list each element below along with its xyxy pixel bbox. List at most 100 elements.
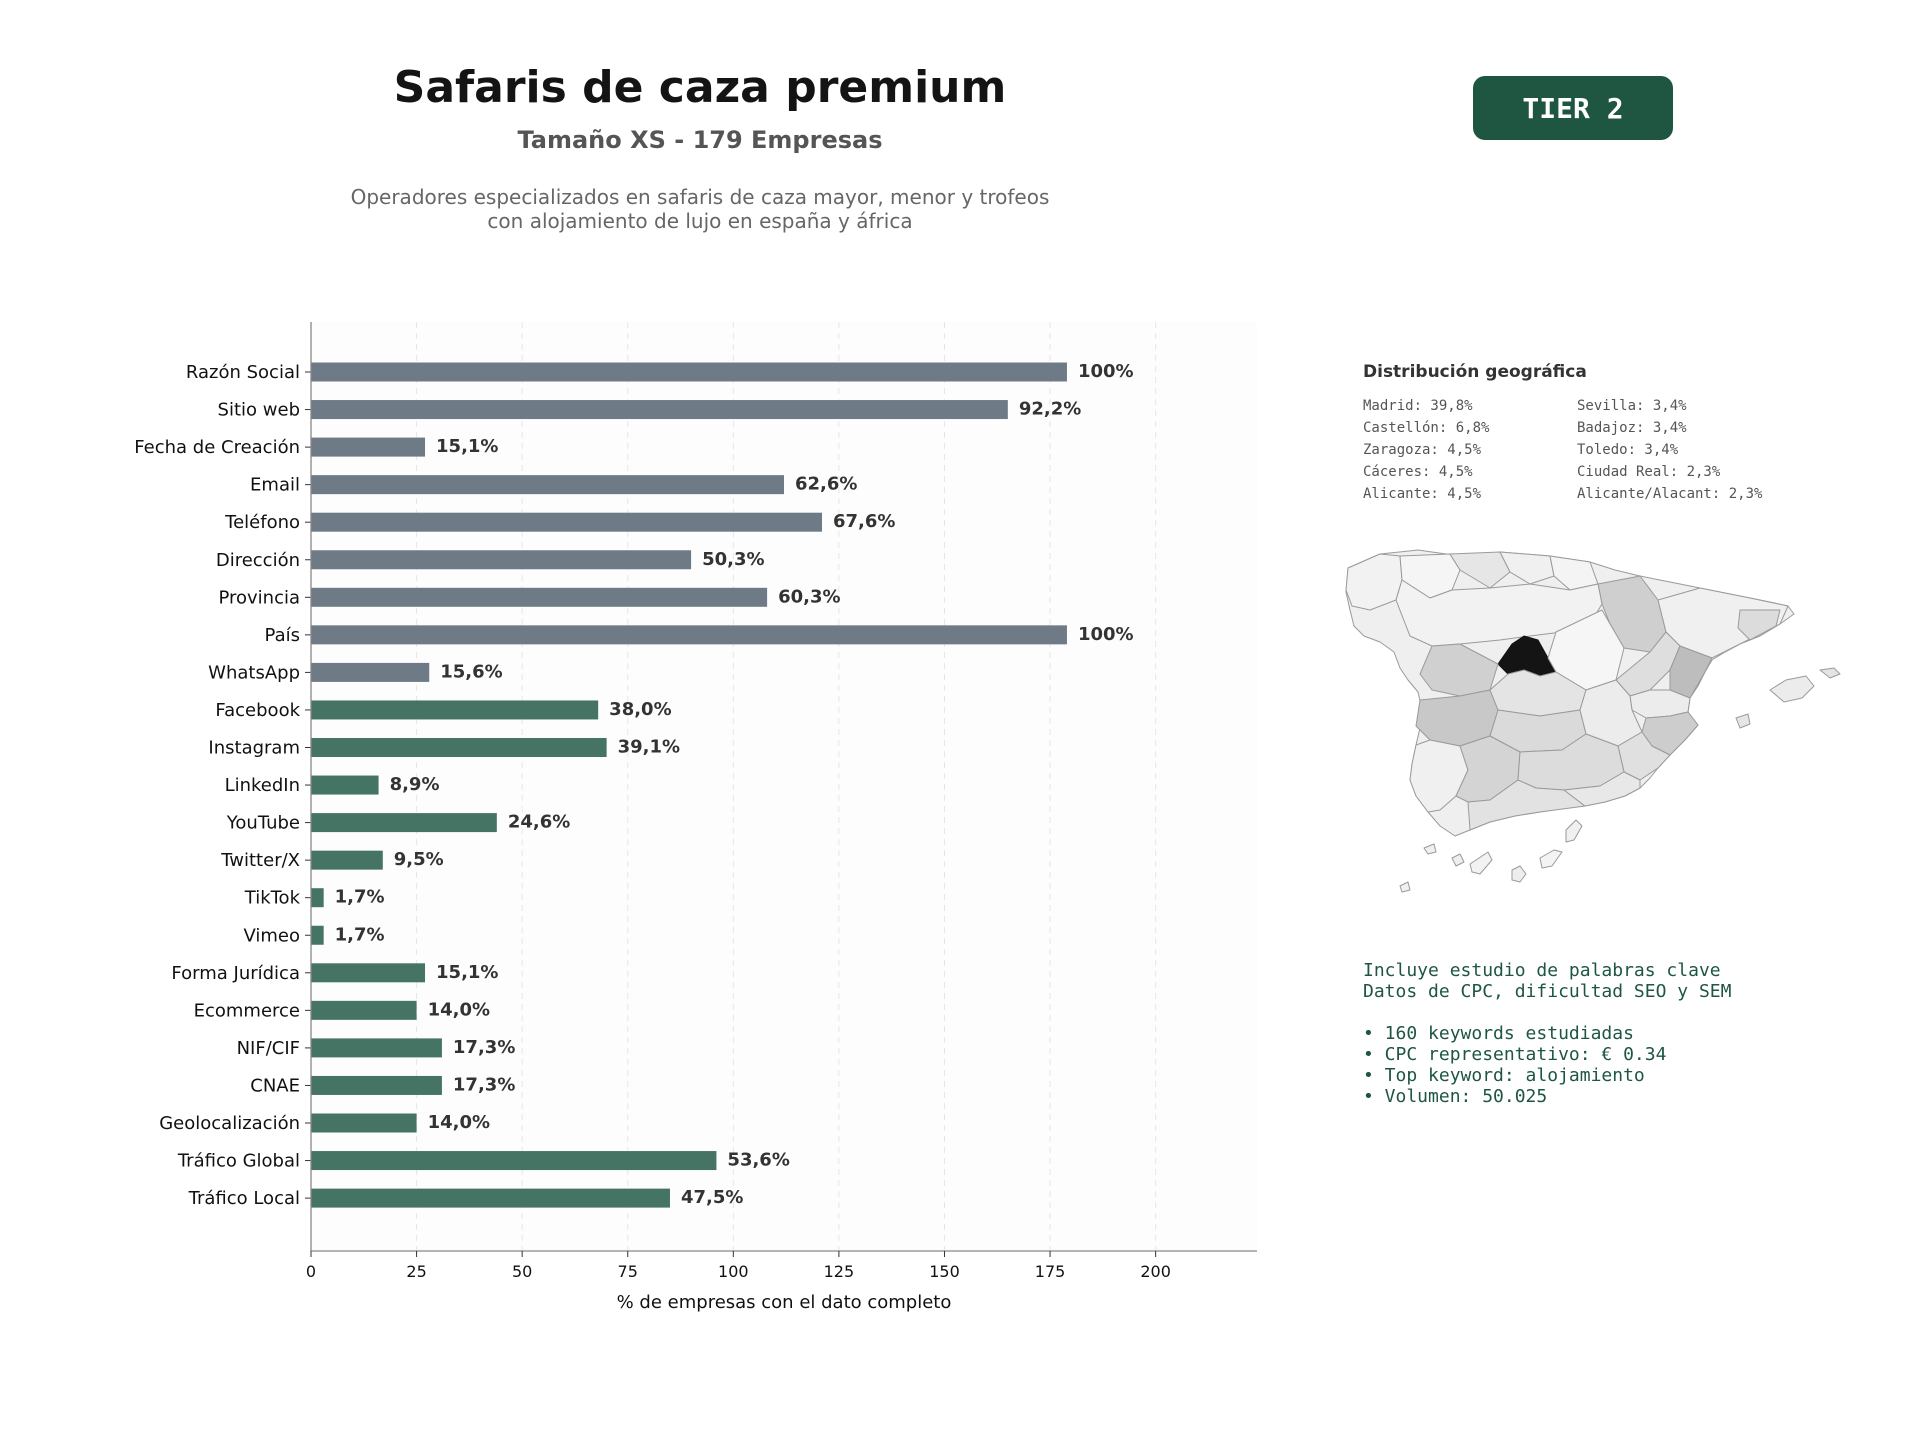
bar xyxy=(311,362,1067,382)
bar xyxy=(311,925,324,945)
x-tick-label: 150 xyxy=(929,1262,960,1281)
category-label: Razón Social xyxy=(186,362,300,383)
x-tick-label: 100 xyxy=(718,1262,749,1281)
tier-badge: TIER 2 xyxy=(1473,76,1673,140)
category-label: YouTube xyxy=(226,813,300,834)
x-axis-title: % de empresas con el dato completo xyxy=(617,1292,952,1313)
category-label: Geolocalización xyxy=(159,1113,300,1134)
category-label: Dirección xyxy=(216,550,300,571)
data-label: 39,1% xyxy=(618,737,680,758)
bar xyxy=(311,963,426,983)
bar xyxy=(311,1038,442,1058)
category-label: NIF/CIF xyxy=(237,1038,300,1059)
bar xyxy=(311,587,768,607)
x-tick-label: 175 xyxy=(1035,1262,1066,1281)
bar xyxy=(311,1113,417,1133)
geo-item: Badajoz: 3,4% xyxy=(1577,420,1687,436)
map-region-balearic xyxy=(1819,667,1841,679)
page-subtitle: Tamaño XS - 179 Empresas xyxy=(517,126,883,154)
data-label: 1,7% xyxy=(335,887,385,908)
data-label: 38,0% xyxy=(609,699,671,720)
data-label: 15,1% xyxy=(436,962,498,983)
bar xyxy=(311,850,383,870)
bar xyxy=(311,775,379,795)
completeness-bar-chart: Razón Social 100% Sitio web 92,2% Fecha de C… xyxy=(134,322,1257,1313)
data-label: 24,6% xyxy=(508,812,570,833)
category-label: CNAE xyxy=(250,1075,300,1096)
x-tick-label: 25 xyxy=(406,1262,426,1281)
category-label: LinkedIn xyxy=(225,775,300,796)
data-label: 50,3% xyxy=(702,549,764,570)
category-label: Facebook xyxy=(215,700,300,721)
category-label: Fecha de Creación xyxy=(134,437,300,458)
map-region xyxy=(1737,609,1781,641)
geo-item: Zaragoza: 4,5% xyxy=(1363,442,1482,458)
x-tick-label: 0 xyxy=(306,1262,316,1281)
bar xyxy=(311,400,1008,420)
bar xyxy=(311,738,607,757)
data-label: 100% xyxy=(1078,361,1134,382)
x-tick-label: 50 xyxy=(512,1262,532,1281)
category-label: Teléfono xyxy=(224,512,300,533)
category-label: País xyxy=(265,625,300,646)
map-region-balearic xyxy=(1769,675,1815,703)
x-tick-label: 125 xyxy=(824,1262,855,1281)
map-region xyxy=(1467,779,1586,831)
category-label: Ecommerce xyxy=(194,1000,300,1021)
bar xyxy=(311,1188,670,1208)
bar xyxy=(311,512,823,532)
map-region-balearic xyxy=(1735,713,1751,729)
spain-choropleth-map xyxy=(1345,549,1841,893)
keywords-bullet: • CPC representativo: € 0.34 xyxy=(1363,1044,1667,1065)
bar xyxy=(311,437,426,457)
data-label: 53,6% xyxy=(727,1150,789,1171)
bar xyxy=(311,1000,417,1020)
category-label: Tráfico Global xyxy=(177,1151,300,1172)
geo-item: Madrid: 39,8% xyxy=(1363,398,1473,414)
page-description: Operadores especializados en safaris de … xyxy=(300,185,1100,233)
bar xyxy=(311,475,784,495)
x-tick-label: 75 xyxy=(618,1262,638,1281)
geo-item: Cáceres: 4,5% xyxy=(1363,464,1473,480)
map-region-canary xyxy=(1423,843,1437,855)
geo-item: Alicante/Alacant: 2,3% xyxy=(1577,486,1763,502)
bar xyxy=(311,1075,442,1095)
bar xyxy=(311,1151,717,1171)
x-tick-label: 200 xyxy=(1140,1262,1171,1281)
data-label: 1,7% xyxy=(335,924,385,945)
data-label: 47,5% xyxy=(681,1187,743,1208)
bar xyxy=(311,888,324,908)
map-region-canary xyxy=(1451,853,1465,867)
bar xyxy=(311,700,599,720)
bar xyxy=(311,662,430,682)
keywords-line-1: Incluye estudio de palabras clave xyxy=(1363,960,1721,981)
map-region xyxy=(1449,551,1511,589)
map-region-canary xyxy=(1511,865,1527,883)
data-label: 100% xyxy=(1078,624,1134,645)
geo-item: Castellón: 6,8% xyxy=(1363,420,1490,436)
data-label: 14,0% xyxy=(428,999,490,1020)
data-label: 15,1% xyxy=(436,436,498,457)
geo-item: Ciudad Real: 2,3% xyxy=(1577,464,1721,480)
category-label: Sitio web xyxy=(218,400,300,421)
keywords-bullet: • Top keyword: alojamiento xyxy=(1363,1065,1645,1086)
category-label: WhatsApp xyxy=(208,662,300,683)
map-region xyxy=(1563,771,1641,807)
description-line-1: Operadores especializados en safaris de … xyxy=(350,185,1050,209)
data-label: 60,3% xyxy=(778,586,840,607)
keywords-panel: Incluye estudio de palabras clave Datos … xyxy=(1363,960,1731,1107)
data-label: 9,5% xyxy=(394,849,444,870)
category-label: Instagram xyxy=(208,738,300,759)
keywords-line-2: Datos de CPC, dificultad SEO y SEM xyxy=(1363,981,1732,1002)
category-label: Tráfico Local xyxy=(188,1188,300,1209)
geo-title: Distribución geográfica xyxy=(1363,362,1587,382)
data-label: 62,6% xyxy=(795,474,857,495)
map-region-canary xyxy=(1565,819,1583,843)
data-label: 17,3% xyxy=(453,1037,515,1058)
geo-item: Alicante: 4,5% xyxy=(1363,486,1482,502)
category-label: Vimeo xyxy=(243,925,300,946)
page-title: Safaris de caza premium xyxy=(393,62,1007,113)
data-label: 92,2% xyxy=(1019,399,1081,420)
geo-item: Toledo: 3,4% xyxy=(1577,442,1679,458)
geo-distribution-list: Madrid: 39,8% Sevilla: 3,4% Castellón: 6… xyxy=(1363,398,1823,502)
